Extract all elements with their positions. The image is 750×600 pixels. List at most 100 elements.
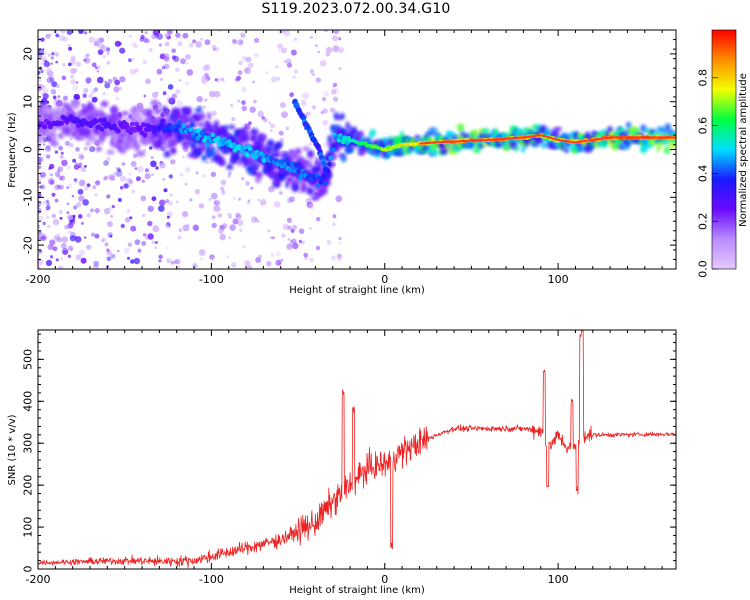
spectrogram-ridge-cell	[282, 162, 288, 167]
spectrogram-speckle	[106, 256, 112, 262]
spectrogram-speckle	[38, 156, 44, 163]
spectrogram-ytick-label: -10	[22, 188, 35, 206]
spectrogram-speckle	[286, 62, 292, 68]
spectrogram-speckle	[42, 137, 48, 143]
spectrogram-speckle	[152, 30, 160, 36]
spectrogram-speckle	[131, 57, 135, 61]
spectrogram-cell	[520, 145, 526, 153]
colorbar-tick-label: 0.2	[697, 212, 710, 230]
spectrogram-speckle	[229, 224, 236, 231]
spectrogram-speckle	[164, 63, 170, 69]
spectrogram-cell	[47, 130, 57, 140]
spectrogram-speckle	[84, 31, 88, 35]
spectrogram-speckle	[106, 47, 111, 52]
spectrogram-speckle	[54, 171, 61, 177]
spectrogram-speckle	[317, 50, 320, 54]
spectrogram-cell	[345, 147, 355, 153]
spectrogram-ridge-cell	[346, 135, 352, 141]
spectrogram-speckle	[154, 241, 158, 244]
spectrogram-speckle	[325, 46, 333, 54]
spectrogram-speckle	[198, 203, 205, 209]
spectrogram-speckle	[275, 64, 279, 69]
spectrogram-speckle	[119, 76, 126, 83]
spectrogram-speckle	[253, 99, 257, 104]
spectrogram-speckle	[45, 259, 53, 267]
spectrogram-speckle	[104, 242, 109, 247]
spectrogram-speckle	[236, 99, 241, 103]
spectrogram-cell	[123, 140, 132, 150]
spectrogram-speckle	[88, 93, 93, 99]
spectrogram-speckle	[55, 60, 59, 64]
spectrogram-ridge-cell	[142, 132, 148, 138]
spectrogram-cell	[196, 121, 205, 128]
spectrogram-cell	[134, 142, 140, 152]
spectrogram-speckle	[45, 205, 51, 211]
spectrogram-speckle	[129, 216, 133, 220]
spectrogram-speckle	[147, 205, 154, 212]
spectrogram-speckle	[182, 155, 185, 159]
spectrogram-cell	[199, 143, 207, 149]
spectrogram-speckle	[158, 254, 163, 259]
spectrogram-cell	[578, 146, 584, 152]
spectrogram-speckle	[292, 242, 299, 250]
spectrogram-cell	[38, 138, 43, 144]
spectrogram-speckle	[166, 258, 172, 264]
spectrogram-ytick-label: 10	[22, 95, 35, 109]
spectrogram-speckle	[213, 205, 221, 212]
spectrogram-speckle	[265, 71, 269, 74]
spectrogram-speckle	[202, 174, 206, 178]
spectrogram-speckle	[244, 260, 251, 267]
spectrogram-cell	[46, 107, 54, 117]
spectrogram-cell	[300, 183, 308, 193]
spectrogram-speckle	[142, 232, 147, 237]
spectrogram-speckle	[167, 84, 174, 90]
spectrogram-speckle	[106, 60, 111, 65]
spectrogram-cell	[162, 105, 167, 113]
snr-xtick-label: 0	[381, 573, 388, 586]
spectrogram-speckle	[278, 49, 281, 52]
spectrogram-speckle	[124, 217, 131, 223]
spectrogram-speckle	[66, 202, 70, 206]
spectrogram-cell	[111, 106, 119, 114]
spectrogram-speckle	[42, 93, 49, 100]
spectrogram-speckle	[64, 224, 69, 230]
spectrogram-speckle	[130, 161, 137, 167]
spectrogram-speckle	[232, 196, 236, 200]
spectrogram-speckle	[49, 255, 54, 259]
spectrogram-speckle	[106, 51, 110, 55]
spectrogram-speckle	[192, 224, 199, 231]
spectrogram-speckle	[40, 235, 46, 241]
spectrogram-speckle	[42, 221, 46, 226]
spectrogram-speckle	[60, 151, 64, 155]
spectrogram-speckle	[170, 260, 175, 265]
spectrogram-speckle	[96, 70, 100, 73]
spectrogram-cell	[258, 133, 267, 140]
spectrogram-speckle	[210, 192, 218, 200]
spectrogram-speckle	[269, 129, 273, 133]
spectrogram-cell	[51, 125, 58, 131]
spectrogram-speckle	[148, 146, 153, 150]
spectrogram-speckle	[286, 217, 292, 223]
spectrogram-ridge-cell	[283, 157, 289, 163]
spectrogram-speckle	[132, 153, 138, 159]
spectrogram-speckle	[49, 239, 56, 246]
spectrogram-speckle	[181, 210, 189, 218]
spectrogram-speckle	[57, 265, 64, 269]
spectrogram-speckle	[338, 37, 342, 41]
spectrogram-speckle	[100, 45, 108, 52]
spectrogram-speckle	[147, 233, 154, 240]
spectrogram-speckle	[169, 193, 173, 197]
spectrogram-speckle	[200, 37, 204, 41]
spectrogram-ridge-cell	[315, 182, 321, 188]
spectrogram-speckle	[256, 220, 260, 224]
spectrogram-speckle	[281, 111, 288, 118]
spectrogram-ridge-cell	[331, 147, 336, 153]
spectrogram-speckle	[245, 56, 252, 63]
spectrogram-speckle	[122, 162, 126, 166]
spectrogram-speckle	[171, 93, 178, 99]
spectrogram-speckle	[332, 214, 337, 219]
spectrogram-speckle	[119, 175, 127, 182]
spectrogram-speckle	[176, 100, 184, 107]
spectrogram-speckle	[74, 236, 82, 243]
spectrogram-speckle	[42, 201, 46, 205]
